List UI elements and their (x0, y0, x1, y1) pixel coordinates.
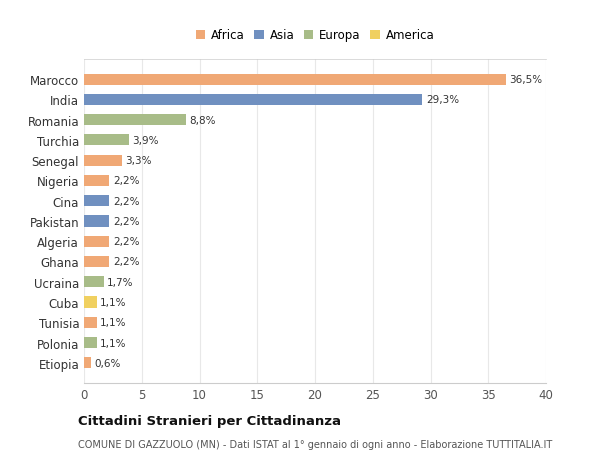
Text: 2,2%: 2,2% (113, 176, 139, 186)
Bar (84, 115, 185, 126)
Bar (84, 337, 97, 348)
Legend: Africa, Asia, Europa, America: Africa, Asia, Europa, America (193, 27, 437, 45)
Bar (84, 74, 506, 85)
Text: COMUNE DI GAZZUOLO (MN) - Dati ISTAT al 1° gennaio di ogni anno - Elaborazione T: COMUNE DI GAZZUOLO (MN) - Dati ISTAT al … (78, 440, 552, 449)
Text: 2,2%: 2,2% (113, 257, 139, 267)
Bar (84, 155, 122, 166)
Text: 2,2%: 2,2% (113, 237, 139, 246)
Text: 36,5%: 36,5% (509, 75, 542, 85)
Bar (84, 135, 129, 146)
Text: Cittadini Stranieri per Cittadinanza: Cittadini Stranieri per Cittadinanza (78, 414, 341, 428)
Bar (84, 358, 91, 369)
Text: 1,1%: 1,1% (100, 297, 127, 308)
Text: 1,1%: 1,1% (100, 338, 127, 348)
Text: 1,1%: 1,1% (100, 318, 127, 328)
Text: 2,2%: 2,2% (113, 217, 139, 226)
Bar (84, 256, 109, 268)
Text: 3,9%: 3,9% (133, 135, 159, 146)
Bar (84, 95, 422, 106)
Bar (84, 196, 109, 207)
Bar (84, 317, 97, 328)
Bar (84, 236, 109, 247)
Text: 29,3%: 29,3% (426, 95, 459, 105)
Bar (84, 175, 109, 187)
Text: 2,2%: 2,2% (113, 196, 139, 206)
Bar (84, 277, 104, 288)
Text: 3,3%: 3,3% (125, 156, 152, 166)
Text: 1,7%: 1,7% (107, 277, 134, 287)
Text: 0,6%: 0,6% (94, 358, 121, 368)
Text: 8,8%: 8,8% (189, 115, 215, 125)
Bar (84, 297, 97, 308)
Bar (84, 216, 109, 227)
